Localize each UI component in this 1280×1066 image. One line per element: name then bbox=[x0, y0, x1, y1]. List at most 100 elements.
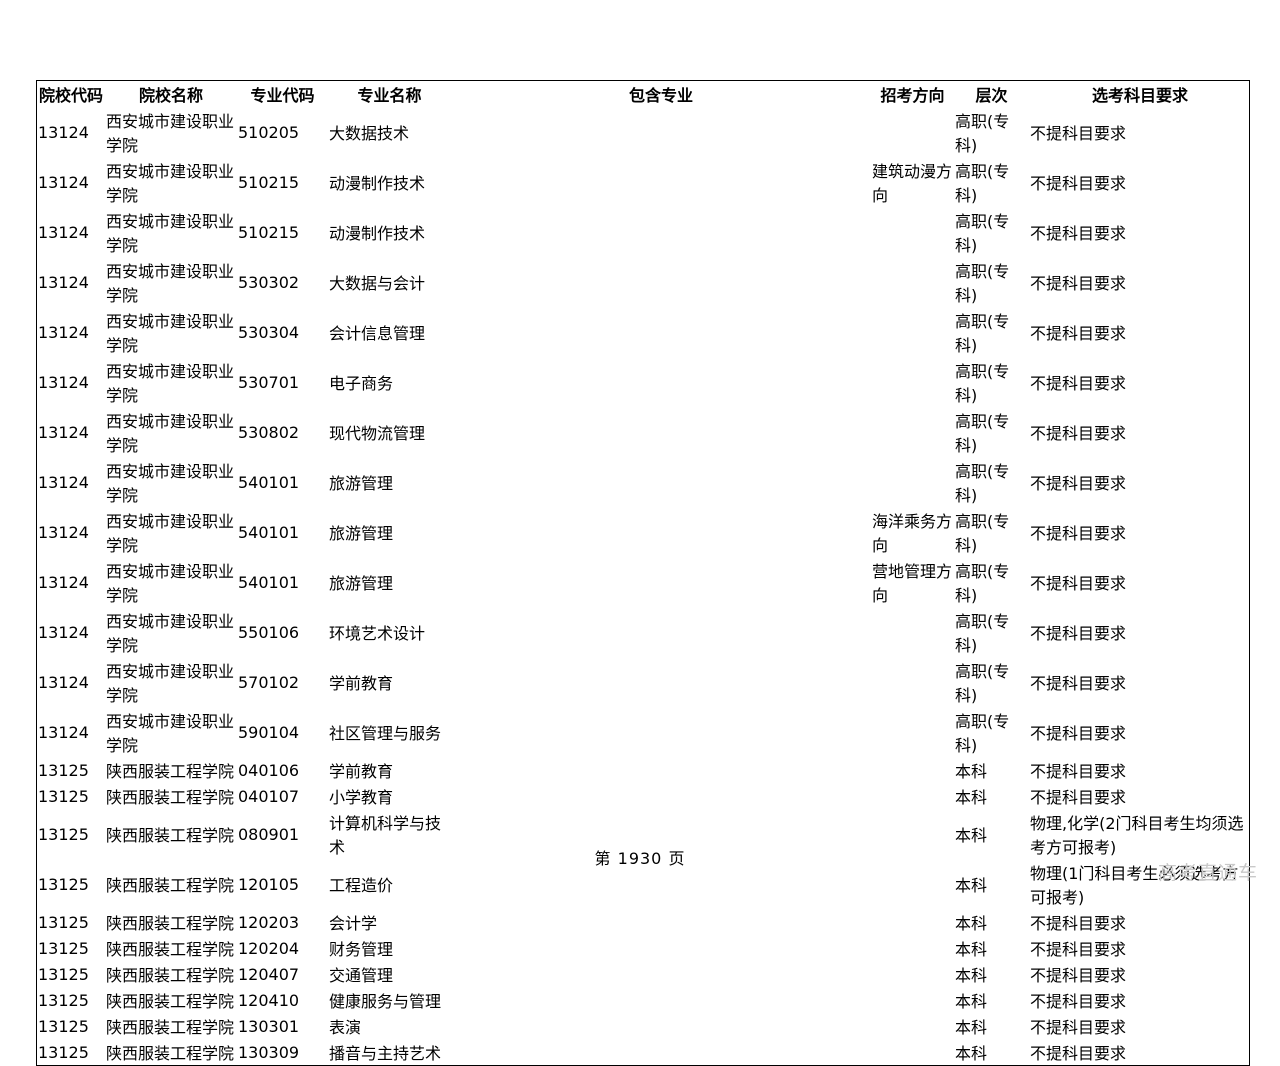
cell-included-majors bbox=[451, 783, 871, 809]
cell-major-code: 570102 bbox=[238, 672, 300, 692]
cell-school-code: 13124 bbox=[38, 272, 89, 292]
cell-direction: 海洋乘务方向 bbox=[872, 512, 953, 555]
cell-major-name: 会计学 bbox=[329, 914, 378, 933]
page-number-footer: 第 1930 页 bbox=[594, 849, 686, 868]
cell-school-code: 13124 bbox=[38, 622, 89, 642]
cell-direction bbox=[871, 357, 954, 407]
cell-major-name: 旅游管理 bbox=[329, 574, 394, 593]
cell-major-name: 环境艺术设计 bbox=[329, 624, 426, 643]
cell-direction: 营地管理方向 bbox=[872, 562, 953, 605]
cell-direction bbox=[871, 257, 954, 307]
cell-major-code: 540101 bbox=[238, 472, 300, 492]
cell-included-majors bbox=[451, 557, 871, 607]
cell-school-code: 13125 bbox=[38, 824, 89, 844]
cell-included-majors bbox=[451, 987, 871, 1013]
table-row: 13124 西安城市建设职业学院 530304 会计信息管理 高职(专科) 不提科目要求 bbox=[37, 307, 1251, 357]
cell-major-name: 旅游管理 bbox=[329, 474, 394, 493]
cell-school-code: 13125 bbox=[38, 938, 89, 958]
table-row: 13124 西安城市建设职业学院 530302 大数据与会计 高职(专科) 不提科目要求 bbox=[37, 257, 1251, 307]
cell-subject-requirement: 不提科目要求 bbox=[1030, 992, 1127, 1011]
cell-major-code: 540101 bbox=[238, 572, 300, 592]
cell-included-majors bbox=[451, 157, 871, 207]
table-row: 13125 陕西服装工程学院 080901 计算机科学与技术 本科 物理,化学(2门科目考… bbox=[37, 809, 1251, 859]
cell-direction bbox=[871, 607, 954, 657]
cell-subject-requirement: 不提科目要求 bbox=[1030, 624, 1127, 643]
cell-school-name: 西安城市建设职业学院 bbox=[106, 612, 235, 655]
cell-level: 高职(专科) bbox=[955, 412, 1010, 455]
table-row: 13125 陕西服装工程学院 120105 工程造价 本科 物理(1门科目考生必须选考方可… bbox=[37, 859, 1251, 909]
table-row: 13124 西安城市建设职业学院 550106 环境艺术设计 高职(专科) 不提科目要求 bbox=[37, 607, 1251, 657]
cell-level: 高职(专科) bbox=[955, 212, 1010, 255]
cell-school-code: 13125 bbox=[38, 786, 89, 806]
cell-major-name: 交通管理 bbox=[329, 966, 394, 985]
cell-school-code: 13125 bbox=[38, 1042, 89, 1062]
cell-major-name: 动漫制作技术 bbox=[329, 224, 426, 243]
cell-major-code: 590104 bbox=[238, 722, 300, 742]
cell-direction bbox=[871, 909, 954, 935]
cell-major-name: 工程造价 bbox=[329, 876, 394, 895]
cell-major-name: 现代物流管理 bbox=[329, 424, 426, 443]
cell-included-majors bbox=[451, 961, 871, 987]
cell-subject-requirement: 不提科目要求 bbox=[1030, 324, 1127, 343]
cell-major-name: 电子商务 bbox=[329, 374, 394, 393]
table-body: 13124 西安城市建设职业学院 510205 大数据技术 高职(专科) 不提科目要求 13… bbox=[37, 107, 1251, 1065]
cell-major-code: 510205 bbox=[238, 122, 300, 142]
cell-level: 高职(专科) bbox=[955, 162, 1010, 205]
cell-major-code: 040106 bbox=[238, 760, 300, 780]
cell-level: 高职(专科) bbox=[955, 462, 1010, 505]
cell-level: 本科 bbox=[955, 914, 988, 933]
cell-level: 高职(专科) bbox=[955, 262, 1010, 305]
table-row: 13124 西安城市建设职业学院 540101 旅游管理 高职(专科) 不提科目要求 bbox=[37, 457, 1251, 507]
cell-included-majors bbox=[451, 935, 871, 961]
cell-major-code: 130301 bbox=[238, 1016, 300, 1036]
cell-subject-requirement: 不提科目要求 bbox=[1030, 474, 1127, 493]
table-row: 13124 西安城市建设职业学院 570102 学前教育 高职(专科) 不提科目要求 bbox=[37, 657, 1251, 707]
cell-school-name: 西安城市建设职业学院 bbox=[106, 312, 235, 355]
table-header: 院校代码 院校名称 专业代码 专业名称 包含专业 招考方向 层次 选考科目要求 bbox=[37, 81, 1251, 107]
cell-school-name: 陕西服装工程学院 bbox=[106, 762, 235, 781]
table-row: 13124 西安城市建设职业学院 530701 电子商务 高职(专科) 不提科目要求 bbox=[37, 357, 1251, 407]
cell-major-code: 530802 bbox=[238, 422, 300, 442]
cell-school-name: 西安城市建设职业学院 bbox=[106, 262, 235, 305]
cell-school-code: 13124 bbox=[38, 222, 89, 242]
cell-major-name: 小学教育 bbox=[329, 788, 394, 807]
cell-major-name: 会计信息管理 bbox=[329, 324, 426, 343]
cell-major-code: 530304 bbox=[238, 322, 300, 342]
table-row: 13125 陕西服装工程学院 040107 小学教育 本科 不提科目要求 bbox=[37, 783, 1251, 809]
cell-level: 高职(专科) bbox=[955, 512, 1010, 555]
table-row: 13124 西安城市建设职业学院 510215 动漫制作技术 建筑动漫方向 高职(专科) 不… bbox=[37, 157, 1251, 207]
cell-school-code: 13124 bbox=[38, 172, 89, 192]
cell-school-name: 西安城市建设职业学院 bbox=[106, 112, 235, 155]
cell-school-name: 西安城市建设职业学院 bbox=[106, 162, 235, 205]
cell-direction bbox=[871, 307, 954, 357]
cell-level: 高职(专科) bbox=[955, 612, 1010, 655]
document-page: 院校代码 院校名称 专业代码 专业名称 包含专业 招考方向 层次 选考科目要求 … bbox=[36, 80, 1258, 1066]
cell-included-majors bbox=[451, 909, 871, 935]
cell-included-majors bbox=[451, 357, 871, 407]
cell-subject-requirement: 不提科目要求 bbox=[1030, 274, 1127, 293]
cell-level: 高职(专科) bbox=[955, 662, 1010, 705]
catalog-table-wrapper: 院校代码 院校名称 专业代码 专业名称 包含专业 招考方向 层次 选考科目要求 … bbox=[36, 80, 1250, 1066]
cell-school-code: 13125 bbox=[38, 990, 89, 1010]
cell-subject-requirement: 不提科目要求 bbox=[1030, 940, 1127, 959]
cell-major-name: 计算机科学与技术 bbox=[329, 814, 442, 857]
cell-direction: 建筑动漫方向 bbox=[872, 162, 953, 205]
watermark-label: 高考直通车 bbox=[1157, 862, 1258, 884]
cell-major-code: 530302 bbox=[238, 272, 300, 292]
cell-level: 本科 bbox=[955, 966, 988, 985]
table-row: 13125 陕西服装工程学院 120204 财务管理 本科 不提科目要求 bbox=[37, 935, 1251, 961]
cell-subject-requirement: 不提科目要求 bbox=[1030, 788, 1127, 807]
cell-direction bbox=[871, 1013, 954, 1039]
cell-school-code: 13124 bbox=[38, 572, 89, 592]
table-row: 13125 陕西服装工程学院 130309 播音与主持艺术 本科 不提科目要求 bbox=[37, 1039, 1251, 1065]
cell-major-name: 播音与主持艺术 bbox=[329, 1044, 442, 1063]
cell-direction bbox=[871, 935, 954, 961]
cell-major-name: 旅游管理 bbox=[329, 524, 394, 543]
cell-level: 高职(专科) bbox=[955, 712, 1010, 755]
cell-included-majors bbox=[451, 1039, 871, 1065]
table-row: 13125 陕西服装工程学院 040106 学前教育 本科 不提科目要求 bbox=[37, 757, 1251, 783]
cell-included-majors bbox=[451, 757, 871, 783]
cell-level: 本科 bbox=[955, 826, 988, 845]
cell-major-name: 健康服务与管理 bbox=[329, 992, 442, 1011]
cell-included-majors bbox=[451, 607, 871, 657]
